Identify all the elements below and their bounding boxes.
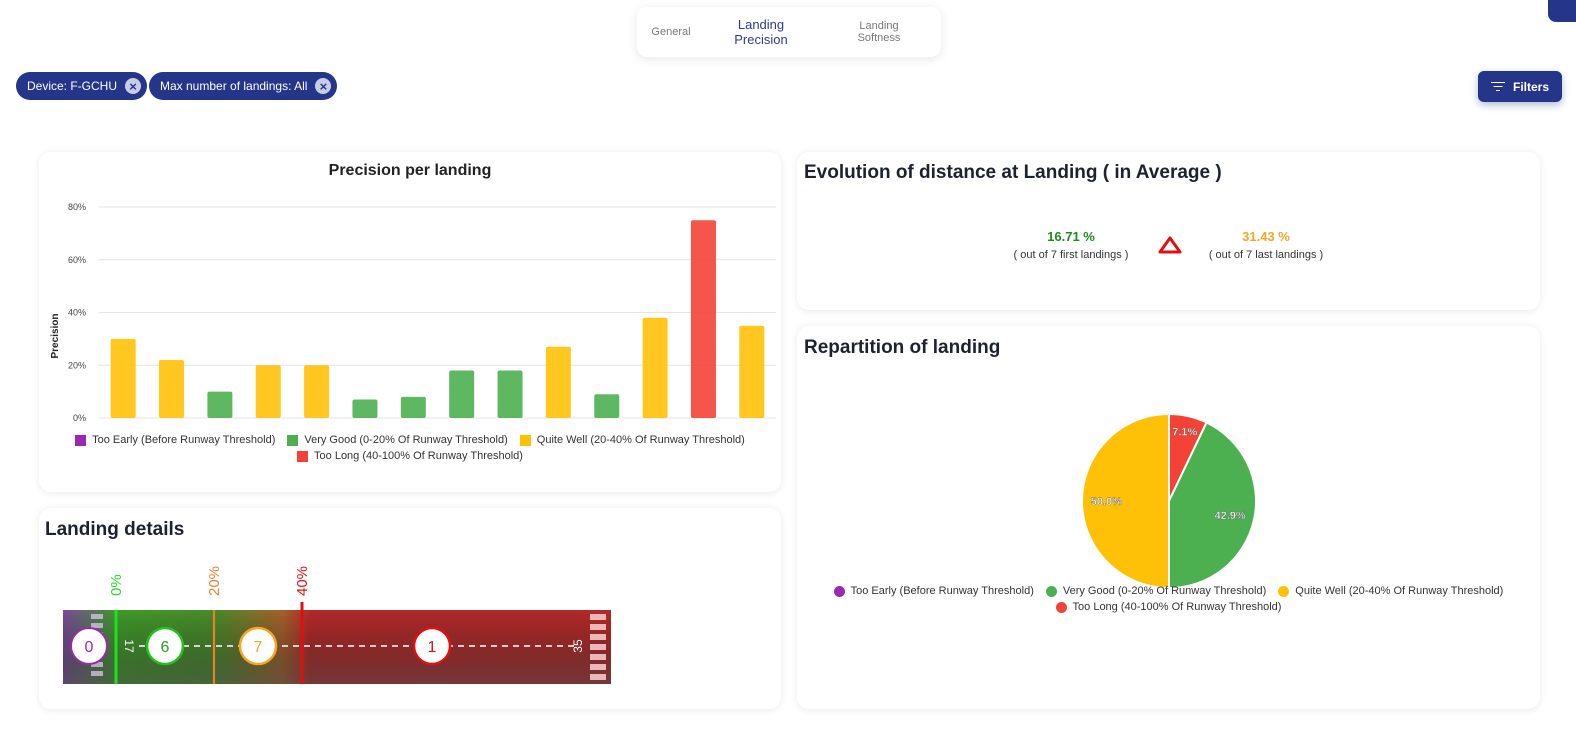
svg-text:0: 0 — [85, 639, 94, 656]
legend-label: Too Early (Before Runway Threshold) — [92, 434, 276, 446]
threshold-marks-right — [590, 614, 606, 680]
legend-item[interactable]: Very Good (0-20% Of Runway Threshold) — [287, 434, 508, 446]
bar — [594, 394, 620, 418]
y-axis-label: Precision — [50, 313, 61, 358]
svg-text:6: 6 — [161, 639, 170, 656]
bar — [739, 325, 765, 418]
close-icon[interactable]: × — [315, 78, 332, 94]
legend-item[interactable]: Quite Well (20-40% Of Runway Threshold) — [519, 434, 745, 446]
legend-item[interactable]: Too Long (40-100% Of Runway Threshold) — [297, 450, 523, 462]
bar — [255, 365, 281, 418]
legend-item[interactable]: Too Long (40-100% Of Runway Threshold) — [1055, 601, 1282, 613]
bar — [110, 338, 136, 418]
svg-text:7: 7 — [254, 639, 263, 656]
pie-legend: Too Early (Before Runway Threshold) Very … — [827, 585, 1510, 613]
last-landings-value: 31.43 % — [1242, 229, 1290, 244]
filter-icon — [1490, 81, 1505, 92]
y-tick-label: 40% — [68, 308, 86, 318]
legend-label: Too Long (40-100% Of Runway Threshold) — [314, 450, 523, 462]
pie-value-label: 50.0% — [1091, 496, 1122, 508]
chart-title: Precision per landing — [328, 162, 492, 179]
filter-chip-device: Device: F-GCHU × — [16, 72, 148, 100]
count-too-long: 1 — [412, 626, 452, 666]
bar — [400, 396, 426, 418]
legend-label: Quite Well (20-40% Of Runway Threshold) — [1295, 585, 1504, 597]
bar — [304, 365, 330, 418]
legend-label: Too Early (Before Runway Threshold) — [850, 585, 1034, 597]
bar — [449, 370, 475, 418]
chip-label: Max number of landings: All — [160, 79, 308, 93]
precision-chart-card: Precision per landing Precision 0% 20% 40%… — [39, 152, 781, 492]
legend-swatch — [287, 434, 299, 446]
marker-label-40: 40% — [294, 566, 311, 596]
legend-dot — [833, 585, 845, 597]
filters-label: Filters — [1512, 79, 1549, 94]
count-too-early: 0 — [70, 627, 108, 665]
bar — [497, 370, 523, 418]
y-tick-label: 80% — [68, 202, 86, 212]
close-icon[interactable]: × — [125, 78, 142, 94]
landing-details-title: Landing details — [45, 519, 185, 540]
legend-dot — [1045, 585, 1057, 597]
svg-text:1: 1 — [428, 639, 437, 656]
precision-bar-chart: Precision 0% 20% 40% 60% 80% — [50, 202, 776, 423]
repartition-pie-chart: 7.1% 42.9% 50.0% — [1081, 412, 1257, 590]
legend-label: Very Good (0-20% Of Runway Threshold) — [304, 434, 508, 446]
bar — [545, 346, 571, 418]
y-tick-label: 20% — [68, 360, 86, 370]
chart-legend: Too Early (Before Runway Threshold) Very … — [69, 434, 751, 462]
tab-landing-softness[interactable]: Landing Softness — [857, 20, 901, 44]
repartition-card: Repartition of landing 7.1% 42.9% 50.0% To… — [797, 326, 1540, 709]
triangle-up-icon — [1158, 236, 1182, 254]
y-tick-label: 0% — [73, 413, 86, 423]
landing-details-card: Landing details — [39, 508, 781, 709]
marker-label-20: 20% — [206, 566, 223, 596]
legend-item[interactable]: Too Early (Before Runway Threshold) — [833, 585, 1034, 597]
legend-item[interactable]: Quite Well (20-40% Of Runway Threshold) — [1278, 585, 1503, 597]
runway-end-number: 35 — [571, 639, 585, 653]
runway-diagram: 17 35 0% 20% 40% 0 6 7 1 — [63, 566, 611, 684]
runway-start-number: 17 — [122, 639, 136, 653]
bar — [207, 391, 233, 418]
corner-button[interactable] — [1548, 0, 1576, 22]
bar — [690, 220, 716, 418]
tab-general[interactable]: General — [651, 26, 691, 38]
legend-dot — [1055, 601, 1067, 613]
legend-swatch — [75, 434, 87, 446]
y-tick-label: 60% — [68, 255, 86, 265]
last-landings-label: ( out of 7 last landings ) — [1208, 249, 1324, 261]
pie-value-label: 7.1% — [1172, 426, 1197, 438]
marker-label-0: 0% — [108, 574, 125, 596]
bar — [642, 317, 668, 418]
count-very-good: 6 — [145, 626, 185, 666]
pie-slice — [1081, 412, 1170, 590]
legend-swatch — [519, 434, 531, 446]
bar — [159, 359, 185, 418]
legend-dot — [1278, 585, 1290, 597]
legend-swatch — [297, 450, 309, 462]
pie-value-label: 42.9% — [1214, 510, 1245, 522]
legend-label: Very Good (0-20% Of Runway Threshold) — [1062, 585, 1267, 597]
chip-label: Device: F-GCHU — [27, 79, 118, 93]
pie-slice — [1168, 421, 1257, 590]
legend-item[interactable]: Very Good (0-20% Of Runway Threshold) — [1045, 585, 1267, 597]
evolution-card: Evolution of distance at Landing ( in Av… — [797, 152, 1540, 310]
legend-item[interactable]: Too Early (Before Runway Threshold) — [75, 434, 275, 446]
first-landings-value: 16.71 % — [1047, 229, 1095, 244]
repartition-title: Repartition of landing — [804, 337, 1001, 358]
count-quite-well: 7 — [238, 626, 278, 666]
legend-label: Too Long (40-100% Of Runway Threshold) — [1072, 601, 1282, 613]
first-landings-label: ( out of 7 first landings ) — [1013, 249, 1129, 261]
tab-landing-precision[interactable]: Landing Precision — [734, 17, 788, 47]
legend-label: Quite Well (20-40% Of Runway Threshold) — [536, 434, 745, 446]
evolution-title: Evolution of distance at Landing ( in Av… — [804, 162, 1222, 183]
filters-button[interactable]: Filters — [1478, 71, 1562, 102]
filter-chip-max-landings: Max number of landings: All × — [149, 72, 338, 100]
bar — [352, 399, 378, 418]
view-tabs: General Landing Precision Landing Softne… — [637, 7, 941, 57]
